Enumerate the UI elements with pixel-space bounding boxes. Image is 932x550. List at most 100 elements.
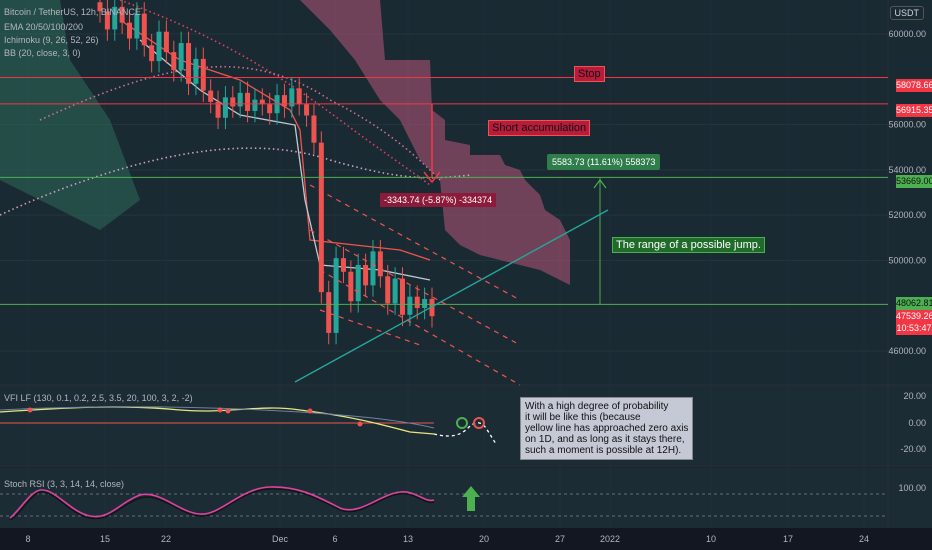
candle-body — [296, 88, 302, 105]
candle-body — [363, 264, 369, 286]
candle-body — [104, 11, 110, 30]
candle-body — [267, 104, 273, 114]
time-tick-label: 27 — [555, 534, 565, 544]
bb-upper — [119, 0, 431, 186]
vfi-signal — [0, 406, 435, 429]
candle-body — [230, 97, 236, 107]
time-tick-label: 22 — [161, 534, 171, 544]
stoch-d-line — [9, 488, 435, 521]
price-tick-label: 46000.00 — [888, 346, 926, 356]
candle-body — [281, 95, 287, 107]
candle-body — [112, 6, 118, 30]
candle-body — [333, 258, 339, 333]
candle-body — [289, 88, 295, 107]
candle-body — [134, 13, 140, 39]
vfi-tick-label: -20.00 — [900, 444, 926, 454]
vfi-marker — [357, 421, 363, 427]
candle-body — [318, 142, 324, 293]
candle-body — [326, 292, 332, 333]
channel-line — [319, 309, 421, 346]
candle-body — [200, 58, 206, 91]
candle-body — [422, 298, 428, 308]
time-tick-label: 2022 — [600, 534, 620, 544]
candle-body — [163, 31, 169, 53]
stoch-tick-label: 100.00 — [898, 483, 926, 493]
legend-ema[interactable]: EMA 20/50/100/200 — [4, 22, 84, 32]
candle-body — [407, 296, 413, 315]
vfi-projection — [433, 422, 497, 445]
candle-body — [222, 97, 228, 118]
axes: 60000.00 56000.00 54000.00 52000.00 50000.00… — [25, 29, 926, 544]
cloud-area-left — [0, 0, 140, 230]
time-tick-label: 6 — [332, 534, 337, 544]
candle-body — [311, 115, 317, 143]
candle-body — [348, 271, 354, 302]
currency-button[interactable]: USDT — [889, 6, 924, 20]
short-accumulation-label: Short accumulation — [488, 120, 591, 136]
vfi-marker — [225, 408, 231, 414]
tag-target: 53669.00 — [896, 175, 932, 188]
candle-body — [340, 258, 346, 272]
rise-arrowhead — [593, 179, 607, 189]
candle-body — [186, 43, 192, 84]
candle-body — [304, 104, 310, 116]
price-tick-label: 52000.00 — [888, 210, 926, 220]
legend-ichimoku[interactable]: Ichimoku (9, 26, 52, 26) — [4, 35, 99, 45]
time-tick-label: Dec — [272, 534, 289, 544]
bb-mid — [39, 65, 441, 181]
horizontal-levels — [0, 76, 888, 305]
stoch-pane — [0, 486, 888, 521]
drop-measure: -3343.74 (-5.87%) -334374 — [380, 193, 497, 207]
time-tick-label: 24 — [859, 534, 869, 544]
price-tick-label: 60000.00 — [888, 29, 926, 39]
rise-measure: 5583.73 (11.61%) 558373 — [547, 154, 661, 170]
candle-body — [392, 278, 398, 304]
candle-body — [429, 298, 435, 317]
legend-bb[interactable]: BB (20, close, 3, 0) — [4, 48, 81, 58]
vfi-marker — [217, 407, 223, 413]
candle-body — [97, 2, 103, 12]
symbol-title: Bitcoin / TetherUS, 12h, BINANCE — [4, 7, 141, 17]
ema-50 — [139, 39, 431, 281]
candle-body — [385, 276, 391, 304]
vfi-tick-label: 0.00 — [908, 418, 926, 428]
tag-support: 48062.81 — [896, 297, 932, 310]
candle-body — [377, 251, 383, 277]
time-tick-label: 15 — [100, 534, 110, 544]
stoch-k-line — [9, 486, 435, 519]
tag-short: 56915.35 — [896, 104, 932, 117]
vfi-tick-label: 20.00 — [903, 391, 926, 401]
candle-body — [355, 264, 361, 302]
time-tick-label: 20 — [479, 534, 489, 544]
price-tick-label: 56000.00 — [888, 120, 926, 130]
candle-body — [414, 296, 420, 308]
candle-body — [399, 278, 405, 315]
vfi-green-circle — [456, 417, 468, 429]
candle-body — [193, 58, 199, 84]
candle-body — [127, 22, 133, 39]
stop-label: Stop — [574, 66, 605, 82]
candle-body — [141, 13, 147, 46]
time-tick-label: 13 — [403, 534, 413, 544]
time-tick-label: 8 — [25, 534, 30, 544]
candle-body — [119, 6, 125, 23]
candle-body — [215, 101, 221, 118]
candle-body — [156, 31, 162, 62]
candle-body — [252, 99, 258, 111]
channel-lines — [294, 184, 609, 386]
vfi-red-circle — [473, 417, 485, 429]
candle-body — [259, 99, 265, 105]
legend-stoch[interactable]: Stoch RSI (3, 3, 14, 14, close) — [4, 479, 125, 489]
legend-vfi[interactable]: VFI LF (130, 0.1, 0.2, 2.5, 3.5, 20, 100… — [4, 393, 193, 403]
drop-arrowhead — [423, 171, 441, 184]
tag-last: 47539.26 — [896, 310, 932, 323]
vfi-marker — [27, 407, 33, 413]
time-tick-label: 10 — [706, 534, 716, 544]
candle-body — [178, 43, 184, 71]
stoch-up-arrow — [462, 486, 480, 511]
vfi-marker — [307, 408, 313, 414]
candle-body — [245, 92, 251, 111]
candle-body — [237, 92, 243, 107]
candle-body — [208, 90, 214, 102]
